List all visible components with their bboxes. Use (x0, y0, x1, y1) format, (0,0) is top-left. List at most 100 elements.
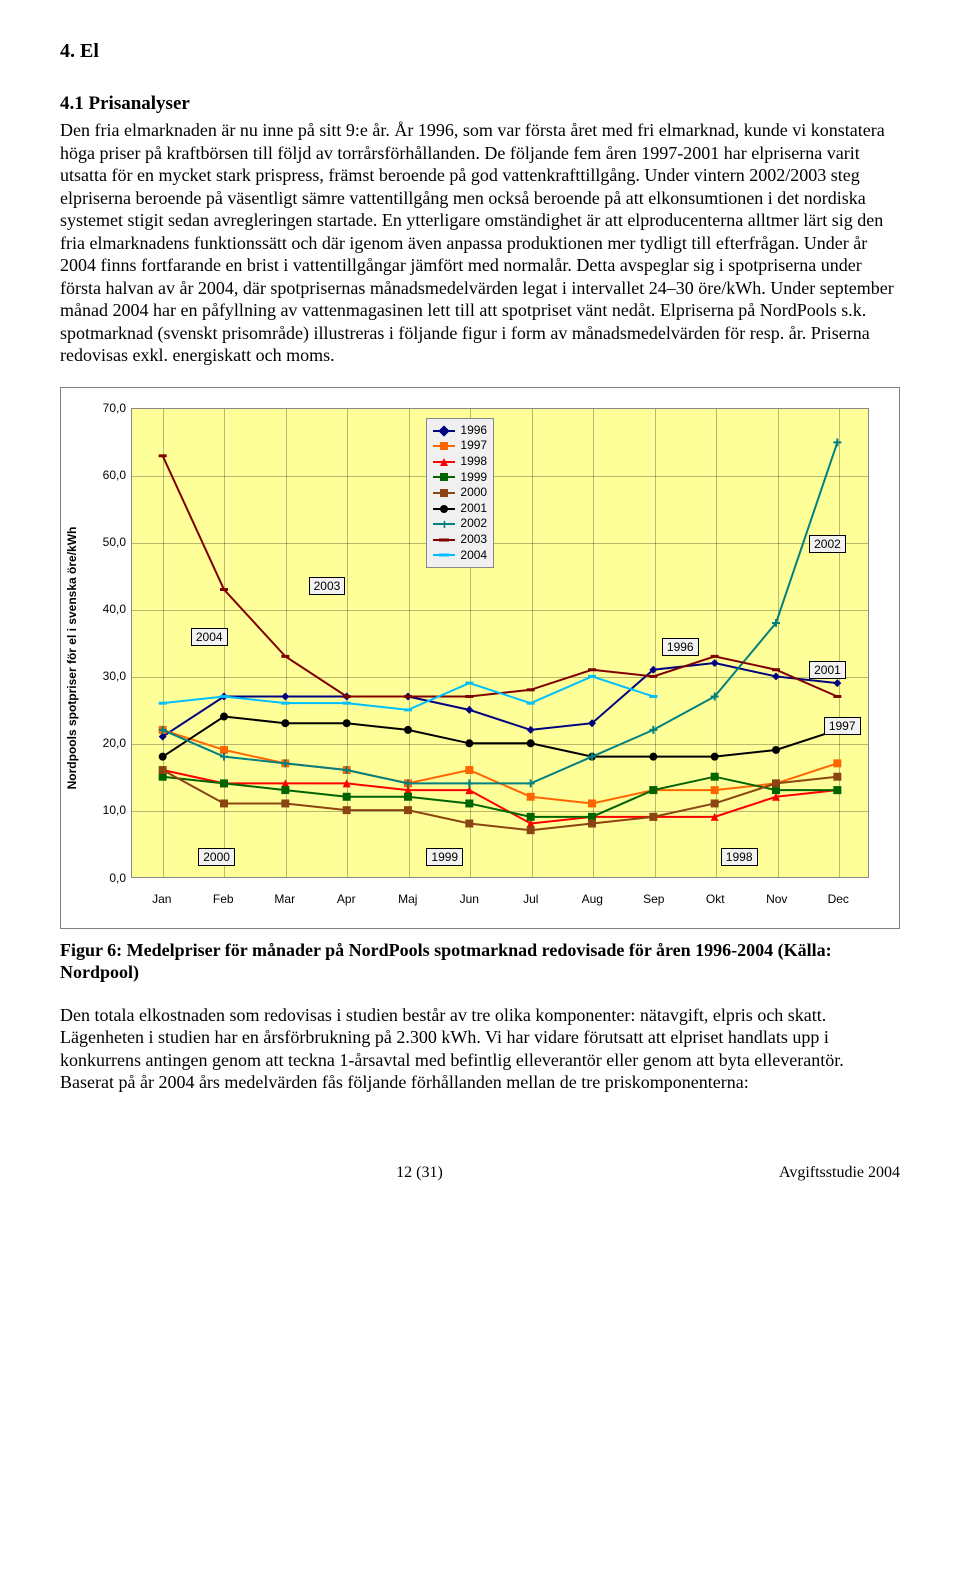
marker (649, 786, 657, 794)
callout-2003: 2003 (309, 577, 346, 595)
legend-swatch (433, 445, 455, 447)
marker (772, 672, 780, 680)
doc-title-footer: Avgiftsstudie 2004 (779, 1164, 900, 1182)
callout-1998: 1998 (721, 848, 758, 866)
marker (404, 725, 412, 733)
x-tick: Jun (449, 892, 489, 906)
series-svg (132, 409, 868, 877)
legend-label: 1999 (460, 470, 487, 486)
callout-2001: 2001 (809, 661, 846, 679)
marker (281, 719, 289, 727)
legend-swatch (433, 461, 455, 463)
marker (527, 792, 535, 800)
legend-item-2001: 2001 (433, 501, 487, 517)
marker (772, 779, 780, 787)
y-tick: 70,0 (96, 401, 126, 415)
marker (833, 759, 841, 767)
marker (833, 679, 841, 687)
legend-marker (440, 489, 448, 497)
marker (404, 806, 412, 814)
marker (465, 766, 473, 774)
legend-item-2000: 2000 (433, 485, 487, 501)
marker (159, 752, 167, 760)
x-tick: Sep (634, 892, 674, 906)
series-2001 (163, 716, 838, 756)
section-heading: 4. El (60, 40, 900, 63)
legend-label: 2001 (460, 501, 487, 517)
x-tick: Jan (142, 892, 182, 906)
marker (220, 712, 228, 720)
marker (465, 779, 473, 787)
marker (711, 799, 719, 807)
x-tick: Apr (326, 892, 366, 906)
x-tick: Nov (757, 892, 797, 906)
marker (527, 779, 535, 787)
legend-item-2002: +2002 (433, 516, 487, 532)
legend-marker (440, 473, 448, 481)
callout-1999: 1999 (426, 848, 463, 866)
subsection-heading: 4.1 Prisanalyser (60, 93, 900, 115)
legend-swatch (433, 476, 455, 478)
series-2000 (163, 770, 838, 830)
chart-inner: Nordpools spotpriser för el i svenska ör… (71, 398, 889, 918)
series-1996 (163, 663, 838, 737)
marker (159, 766, 167, 774)
legend-label: 2000 (460, 485, 487, 501)
marker (527, 725, 535, 733)
marker (588, 799, 596, 807)
marker (281, 786, 289, 794)
marker (465, 705, 473, 713)
legend-marker (439, 538, 449, 541)
marker (343, 719, 351, 727)
marker (404, 792, 412, 800)
marker (527, 826, 535, 834)
legend-marker (440, 458, 448, 466)
legend-marker (440, 505, 448, 513)
legend-swatch: + (433, 523, 455, 525)
legend-item-2004: 2004 (433, 548, 487, 564)
x-tick: Okt (695, 892, 735, 906)
series-1997 (163, 729, 838, 803)
callout-2000: 2000 (198, 848, 235, 866)
marker (343, 806, 351, 814)
marker (220, 779, 228, 787)
series-2002 (163, 442, 838, 783)
series-2003 (163, 455, 838, 696)
marker (281, 692, 289, 700)
legend-swatch (433, 539, 455, 541)
legend-item-1999: 1999 (433, 470, 487, 486)
page-number: 12 (31) (396, 1164, 443, 1182)
marker (711, 772, 719, 780)
body-paragraph-1: Den fria elmarknaden är nu inne på sitt … (60, 119, 900, 367)
legend-marker (439, 425, 450, 436)
x-tick: Dec (818, 892, 858, 906)
figure-caption: Figur 6: Medelpriser för månader på Nord… (60, 939, 900, 984)
marker (833, 786, 841, 794)
page-footer: 12 (31) Avgiftsstudie 2004 (60, 1164, 900, 1182)
marker (649, 752, 657, 760)
marker (711, 659, 719, 667)
legend-item-1996: 1996 (433, 423, 487, 439)
y-tick: 0,0 (96, 871, 126, 885)
y-tick: 20,0 (96, 736, 126, 750)
price-chart: Nordpools spotpriser för el i svenska ör… (60, 387, 900, 929)
x-tick: Feb (203, 892, 243, 906)
x-tick: Mar (265, 892, 305, 906)
marker (220, 799, 228, 807)
legend-swatch (433, 508, 455, 510)
legend-marker: + (440, 520, 448, 528)
marker (465, 739, 473, 747)
y-axis-label: Nordpools spotpriser för el i svenska ör… (65, 526, 79, 789)
marker (281, 799, 289, 807)
legend-marker (440, 442, 448, 450)
legend-swatch (433, 554, 455, 556)
marker (527, 812, 535, 820)
legend-label: 1996 (460, 423, 487, 439)
marker (465, 799, 473, 807)
legend-label: 2004 (460, 548, 487, 564)
x-tick: Aug (572, 892, 612, 906)
legend-label: 2002 (460, 516, 487, 532)
marker (711, 752, 719, 760)
marker (649, 725, 657, 733)
marker (588, 819, 596, 827)
